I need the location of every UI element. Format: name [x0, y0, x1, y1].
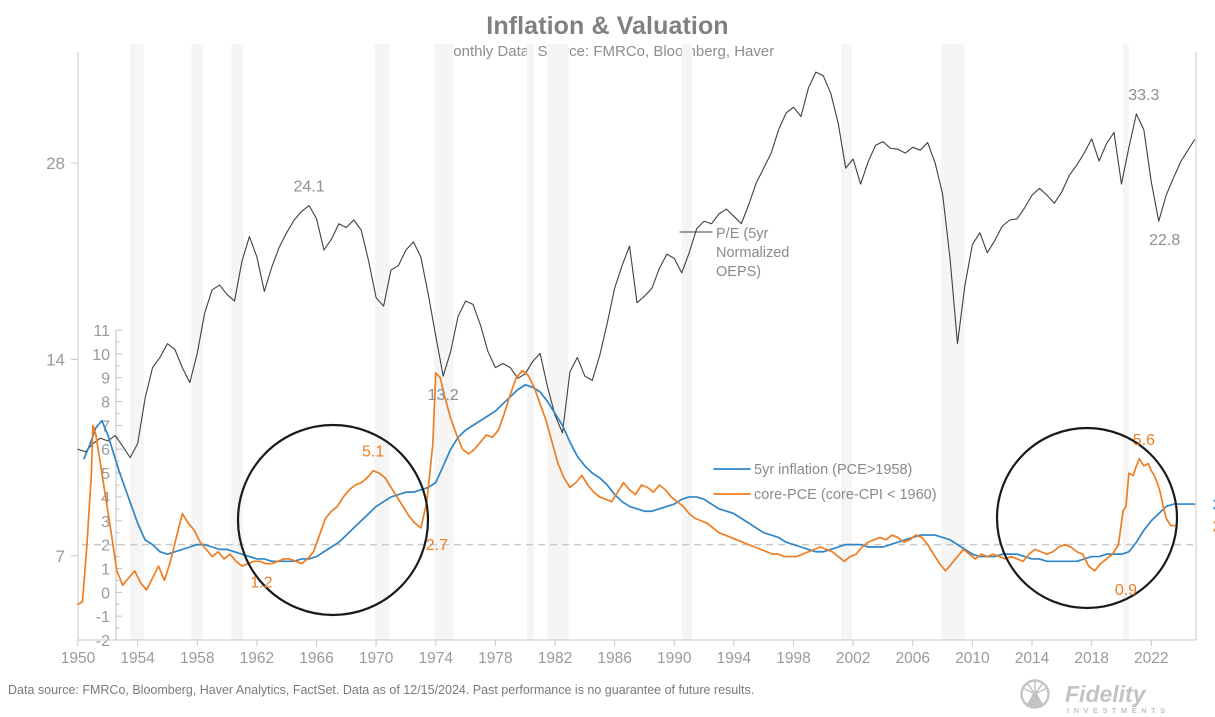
x-axis-tick-label: 2010	[955, 650, 990, 667]
left-highlight-circle	[236, 423, 430, 617]
data-annotation: 5.1	[362, 444, 384, 461]
x-axis-tick-label: 1986	[597, 650, 631, 667]
fidelity-starburst-icon	[1020, 679, 1050, 709]
x-axis-tick-label: 1982	[538, 650, 572, 667]
recession-band	[231, 44, 244, 640]
series-group	[77, 71, 1196, 606]
legend-label-pe: P/E (5yr	[716, 226, 769, 242]
recession-band	[526, 44, 535, 640]
inflation-axis-tick-label: 11	[93, 323, 110, 340]
series-line	[77, 71, 1196, 459]
page-title: Inflation & Valuation	[486, 12, 729, 40]
data-annotation: 5.6	[1133, 432, 1155, 449]
x-axis-tick-label: 1954	[120, 650, 155, 667]
inflation-axis-tick-label: 3	[101, 514, 110, 531]
data-annotation: 22.8	[1149, 232, 1180, 249]
legend-label-pe: OEPS)	[716, 264, 761, 280]
x-axis-tick-label: 1994	[717, 650, 752, 667]
pe-axis-tick-label: 28	[46, 154, 65, 173]
inflation-axis-tick-label: 5	[101, 466, 110, 483]
recession-band	[941, 44, 965, 640]
legend-group: P/E (5yr Normalized OEPS) 5yr inflation (PC…	[679, 226, 937, 503]
annotations-group: 24.1 13.2 33.3 22.8 3.7 5.1 2.7 1.2 5.6 0.9 2.8	[250, 87, 1215, 599]
x-axis-tick-label: 1962	[240, 650, 274, 667]
x-axis-tick-label: 2022	[1134, 650, 1168, 667]
investments-wordmark: I N V E S T M E N T S	[1067, 706, 1166, 715]
recession-band	[130, 44, 144, 640]
highlight-circles-group	[236, 423, 1179, 617]
inflation-axis-tick-label: 1	[101, 561, 110, 578]
x-axis-tick-label: 2018	[1074, 650, 1108, 667]
data-annotation: 33.3	[1128, 87, 1159, 104]
fidelity-wordmark: Fidelity	[1065, 681, 1147, 707]
x-axis-tick-label: 2014	[1015, 650, 1050, 667]
data-annotation: 2.7	[426, 537, 448, 554]
x-axis-tick-label: 1970	[359, 650, 394, 667]
fidelity-logo: Fidelity I N V E S T M E N T S	[1020, 679, 1166, 715]
right-highlight-circle	[995, 426, 1179, 610]
x-axis-tick-label: 1998	[776, 650, 810, 667]
inflation-axis-tick-label: -2	[96, 633, 110, 650]
pe-axis-tick-label: 7	[56, 547, 65, 566]
recession-band	[374, 44, 390, 640]
x-axis-tick-label: 1974	[419, 650, 454, 667]
inflation-axis-tick-label: 0	[101, 585, 110, 602]
footer-note: Data source: FMRCo, Bloomberg, Haver Ana…	[8, 683, 755, 697]
recession-band	[547, 44, 569, 640]
legend-label: core-PCE (core-CPI < 1960)	[754, 487, 937, 503]
inflation-axis-tick-label: 6	[101, 442, 110, 459]
recession-band	[841, 44, 852, 640]
recession-band	[434, 44, 454, 640]
inflation-axis-tick-label: 7	[101, 418, 110, 435]
x-axis-tick-label: 1950	[61, 650, 96, 667]
inflation-axis-tick-label: -1	[96, 609, 110, 626]
series-line	[83, 384, 1196, 563]
x-axis-tick-label: 2002	[836, 650, 870, 667]
x-axis-tick-label: 1966	[299, 650, 333, 667]
x-axis-tick-label: 1978	[478, 650, 512, 667]
data-annotation: 0.9	[1115, 582, 1137, 599]
recession-band	[191, 44, 204, 640]
inflation-axis-tick-label: 9	[101, 371, 110, 388]
data-annotation: 24.1	[293, 179, 324, 196]
x-axis-tick-label: 2006	[896, 650, 930, 667]
recession-band	[681, 44, 693, 640]
legend-label-pe: Normalized	[716, 245, 789, 261]
x-axis-tick-label: 1990	[657, 650, 692, 667]
data-annotation: 1.2	[250, 575, 272, 592]
data-annotation: 3.7	[1213, 497, 1215, 514]
data-annotation: 13.2	[428, 387, 459, 404]
recession-bands-group	[130, 44, 1129, 640]
recession-band	[1122, 44, 1129, 640]
legend-label: 5yr inflation (PCE>1958)	[754, 462, 912, 478]
x-axis-tick-label: 1958	[180, 650, 214, 667]
inflation-axis-tick-label: 8	[101, 395, 110, 412]
inflation-axis-tick-label: 2	[101, 538, 110, 555]
pe-axis-tick-label: 14	[46, 350, 65, 369]
series-line	[77, 369, 1176, 606]
data-annotation: 2.8	[1213, 519, 1215, 536]
inflation-axis-tick-label: 10	[92, 347, 110, 364]
